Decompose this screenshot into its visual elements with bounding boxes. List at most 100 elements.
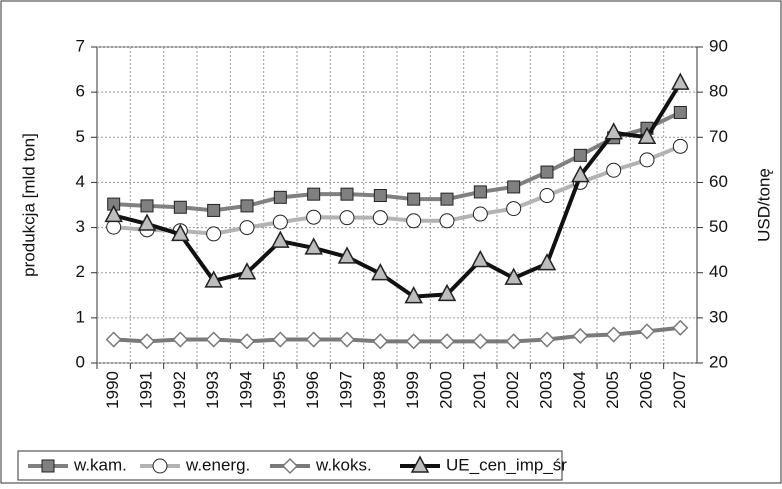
y-tick-label: 7 (76, 36, 85, 55)
y-tick-label: 3 (76, 217, 85, 236)
x-tick-label: 1991 (136, 371, 155, 409)
marker (307, 187, 321, 201)
marker (171, 223, 190, 242)
marker (472, 206, 488, 222)
marker (410, 455, 430, 473)
y-axis-label: produkcja [mld ton] (19, 133, 38, 277)
marker (304, 237, 323, 255)
legend-box (17, 450, 563, 481)
x-tick-label: 1990 (103, 371, 122, 409)
marker (372, 210, 388, 226)
y-tick-label: 6 (76, 82, 85, 101)
x-tick-label: 1998 (370, 371, 389, 409)
marker (471, 249, 490, 268)
x-tick-label: 2003 (536, 371, 555, 409)
marker (671, 72, 690, 90)
legend-label: w.koks. (315, 455, 372, 474)
marker (338, 331, 356, 348)
marker (404, 286, 423, 304)
marker (572, 327, 589, 344)
marker (373, 189, 387, 203)
marker (371, 263, 390, 281)
marker (673, 105, 687, 119)
marker (239, 220, 255, 236)
marker (204, 270, 223, 288)
marker (407, 192, 421, 206)
y-tick-label: 0 (76, 352, 85, 371)
marker (540, 165, 554, 179)
x-tick-label: 2001 (470, 371, 489, 409)
marker (172, 331, 189, 348)
marker (440, 192, 454, 206)
y2-tick-label: 30 (709, 307, 728, 326)
marker (672, 138, 688, 154)
marker (439, 213, 455, 229)
marker (240, 199, 254, 213)
marker (405, 333, 422, 350)
y2-tick-label: 80 (709, 82, 728, 101)
marker (105, 331, 122, 348)
x-tick-label: 2000 (436, 371, 455, 409)
x-tick-label: 1997 (336, 371, 355, 409)
y2-axis-label: USD/tonę (754, 168, 773, 242)
marker (538, 331, 556, 348)
y-tick-label: 5 (76, 127, 85, 146)
y2-tick-label: 60 (709, 172, 728, 191)
marker (672, 319, 689, 336)
marker (571, 165, 590, 183)
marker (106, 219, 122, 235)
marker (306, 209, 322, 225)
marker (237, 262, 257, 280)
marker (506, 201, 522, 217)
marker (539, 188, 555, 204)
marker (138, 333, 156, 350)
marker (573, 148, 587, 162)
x-tick-label: 2007 (670, 371, 689, 409)
marker (272, 214, 288, 230)
marker (340, 187, 354, 201)
marker (271, 230, 290, 248)
y2-tick-label: 50 (709, 217, 728, 236)
marker (639, 152, 655, 168)
marker (137, 213, 157, 231)
marker (41, 459, 55, 473)
marker (173, 200, 187, 214)
marker (438, 333, 456, 350)
marker (604, 122, 623, 140)
legend-label: w.kam. (73, 455, 127, 474)
marker (104, 204, 123, 223)
legend-label: UE_cen_imp_śr (446, 455, 567, 474)
x-tick-label: 1993 (203, 371, 222, 409)
marker (473, 185, 487, 199)
marker (606, 162, 622, 178)
series-line (113, 82, 683, 299)
marker (505, 333, 522, 350)
marker (238, 333, 256, 350)
x-tick-label: 2005 (603, 371, 622, 409)
x-tick-label: 2006 (636, 371, 655, 409)
y-tick-label: 1 (76, 307, 85, 326)
x-tick-label: 1995 (270, 371, 289, 409)
marker (507, 180, 521, 194)
marker (273, 190, 287, 204)
marker (638, 323, 656, 340)
marker (140, 199, 154, 213)
marker (207, 203, 221, 217)
marker (537, 253, 557, 271)
marker (152, 458, 168, 474)
marker (281, 457, 299, 475)
marker (272, 331, 289, 348)
x-tick-label: 1996 (303, 371, 322, 409)
marker (206, 226, 222, 242)
x-tick-label: 1992 (170, 371, 189, 409)
x-tick-label: 1999 (403, 371, 422, 409)
marker (339, 210, 355, 226)
marker (305, 331, 322, 348)
marker (637, 126, 657, 145)
x-tick-label: 1994 (236, 371, 255, 409)
marker (406, 213, 422, 229)
marker (605, 326, 622, 343)
marker (372, 333, 389, 350)
